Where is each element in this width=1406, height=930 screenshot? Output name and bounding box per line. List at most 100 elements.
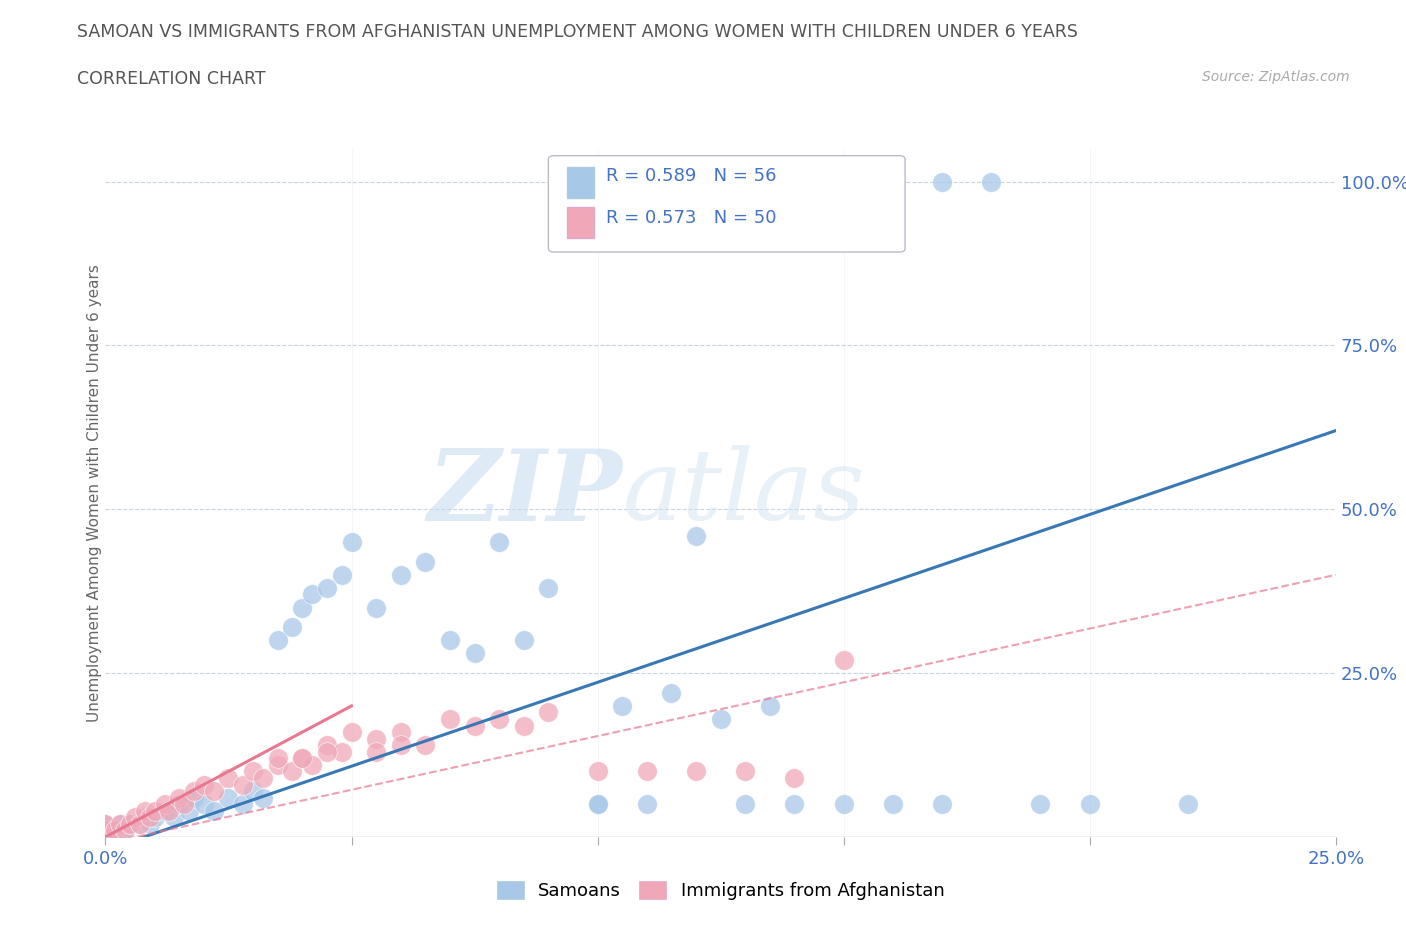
Point <box>179 804 201 818</box>
Point <box>120 817 141 831</box>
Point <box>636 797 658 812</box>
Point <box>734 764 756 779</box>
Point <box>183 784 205 799</box>
Point <box>1029 797 1052 812</box>
Point <box>340 535 363 550</box>
Point <box>636 764 658 779</box>
Point <box>537 580 560 595</box>
Point <box>98 830 122 844</box>
Point <box>1078 797 1101 812</box>
Point <box>464 718 486 733</box>
Point <box>315 737 337 752</box>
Point <box>104 823 127 838</box>
Point <box>193 777 215 792</box>
Point <box>267 633 290 648</box>
Point <box>685 764 707 779</box>
Point <box>931 797 953 812</box>
Point <box>488 711 510 726</box>
Point <box>138 817 162 831</box>
Point <box>173 797 195 812</box>
Point <box>163 810 186 825</box>
Text: CORRELATION CHART: CORRELATION CHART <box>77 70 266 87</box>
Point <box>110 817 132 831</box>
Point <box>980 174 1002 189</box>
Point <box>710 711 733 726</box>
Point <box>104 823 127 838</box>
Point <box>586 797 609 812</box>
Point <box>193 797 215 812</box>
Bar <box>567 207 593 238</box>
Point <box>586 797 609 812</box>
Point <box>94 817 117 831</box>
Text: R = 0.589   N = 56: R = 0.589 N = 56 <box>606 167 776 185</box>
Point <box>291 600 314 615</box>
Point <box>330 567 353 582</box>
Point <box>330 744 353 759</box>
Point <box>94 823 117 838</box>
Point <box>242 764 264 779</box>
Point <box>114 823 136 838</box>
Point <box>134 804 156 818</box>
Point <box>129 817 152 831</box>
Point <box>242 784 264 799</box>
Point <box>685 528 707 543</box>
Point <box>389 567 412 582</box>
Point <box>114 823 136 838</box>
Point <box>143 804 166 818</box>
Point <box>882 797 904 812</box>
Point <box>143 810 166 825</box>
Point <box>389 724 412 739</box>
Point <box>169 790 191 805</box>
Point <box>202 804 225 818</box>
Point <box>537 705 560 720</box>
Point <box>931 174 953 189</box>
Text: Source: ZipAtlas.com: Source: ZipAtlas.com <box>1202 70 1350 84</box>
Point <box>124 810 146 825</box>
Point <box>513 718 536 733</box>
Point <box>340 724 363 739</box>
Point <box>138 810 162 825</box>
Point <box>98 830 122 844</box>
Point <box>169 797 191 812</box>
Point <box>464 646 486 661</box>
Point <box>202 784 225 799</box>
Point <box>120 817 141 831</box>
Point <box>366 600 388 615</box>
Point <box>183 790 205 805</box>
Point <box>586 764 609 779</box>
Point <box>134 810 156 825</box>
Text: SAMOAN VS IMMIGRANTS FROM AFGHANISTAN UNEMPLOYMENT AMONG WOMEN WITH CHILDREN UND: SAMOAN VS IMMIGRANTS FROM AFGHANISTAN UN… <box>77 23 1078 41</box>
Point <box>218 790 240 805</box>
Point <box>661 685 683 700</box>
Point <box>267 757 290 772</box>
Text: ZIP: ZIP <box>427 445 621 541</box>
Bar <box>567 166 593 198</box>
Point <box>291 751 314 765</box>
Point <box>439 633 461 648</box>
Point <box>281 764 304 779</box>
Point <box>232 777 254 792</box>
Point <box>415 737 437 752</box>
Point <box>232 797 254 812</box>
Point <box>110 817 132 831</box>
Point <box>301 757 323 772</box>
Point <box>94 830 117 844</box>
Point <box>153 804 176 818</box>
FancyBboxPatch shape <box>548 155 905 252</box>
Point <box>366 744 388 759</box>
Point <box>759 698 782 713</box>
Point <box>218 771 240 786</box>
Point <box>301 587 323 602</box>
Y-axis label: Unemployment Among Women with Children Under 6 years: Unemployment Among Women with Children U… <box>87 264 101 722</box>
Point <box>315 580 337 595</box>
Point <box>513 633 536 648</box>
Point <box>291 751 314 765</box>
Point <box>610 698 633 713</box>
Point <box>129 817 152 831</box>
Legend: Samoans, Immigrants from Afghanistan: Samoans, Immigrants from Afghanistan <box>489 873 952 907</box>
Point <box>832 797 855 812</box>
Point <box>94 830 117 844</box>
Point <box>94 817 117 831</box>
Point <box>832 653 855 668</box>
Point <box>734 797 756 812</box>
